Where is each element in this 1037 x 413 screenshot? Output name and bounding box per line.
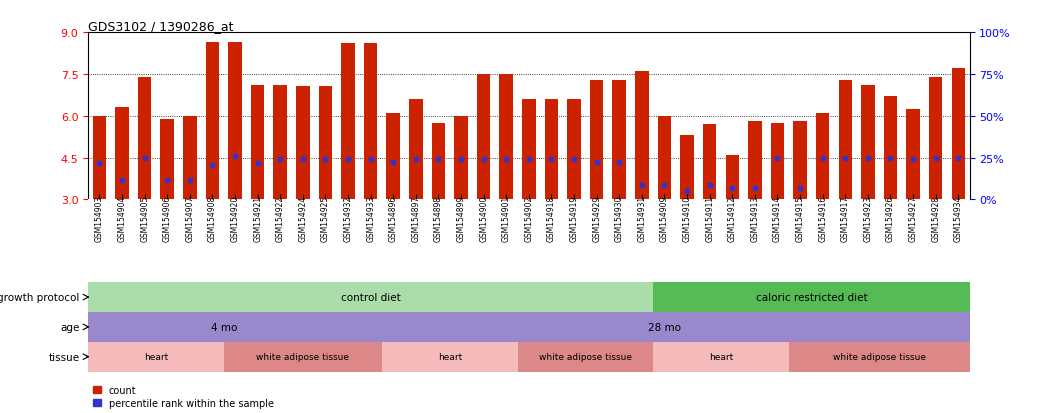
Text: growth protocol: growth protocol bbox=[0, 292, 80, 302]
Bar bbox=[748, 122, 761, 200]
Bar bbox=[115, 108, 129, 200]
Text: age: age bbox=[60, 322, 80, 332]
Bar bbox=[454, 116, 468, 200]
Bar bbox=[341, 44, 355, 200]
Text: control diet: control diet bbox=[341, 292, 400, 302]
Bar bbox=[653, 282, 970, 312]
Bar bbox=[839, 80, 852, 200]
Bar bbox=[544, 100, 558, 200]
Bar bbox=[228, 43, 242, 200]
Bar bbox=[138, 78, 151, 200]
Bar bbox=[770, 123, 784, 200]
Bar bbox=[318, 87, 332, 200]
Text: heart: heart bbox=[438, 352, 461, 361]
Bar bbox=[884, 97, 897, 200]
Text: tissue: tissue bbox=[48, 352, 80, 362]
Bar bbox=[382, 342, 517, 372]
Bar bbox=[477, 75, 491, 200]
Bar bbox=[522, 100, 536, 200]
Bar bbox=[567, 100, 581, 200]
Bar bbox=[251, 86, 264, 200]
Text: 4 mo: 4 mo bbox=[211, 322, 236, 332]
Bar bbox=[205, 43, 219, 200]
Text: white adipose tissue: white adipose tissue bbox=[833, 352, 926, 361]
Bar bbox=[703, 125, 717, 200]
Bar bbox=[184, 116, 197, 200]
Bar bbox=[224, 342, 382, 372]
Bar bbox=[274, 86, 287, 200]
Bar bbox=[364, 44, 377, 200]
Bar bbox=[635, 72, 649, 200]
Bar bbox=[680, 136, 694, 200]
Bar bbox=[657, 116, 671, 200]
Bar bbox=[88, 282, 653, 312]
Bar bbox=[517, 342, 653, 372]
Bar bbox=[431, 123, 445, 200]
Bar bbox=[387, 114, 400, 200]
Bar bbox=[360, 312, 970, 342]
Text: heart: heart bbox=[709, 352, 733, 361]
Bar bbox=[409, 100, 423, 200]
Bar bbox=[816, 114, 830, 200]
Text: caloric restricted diet: caloric restricted diet bbox=[756, 292, 867, 302]
Bar bbox=[88, 342, 224, 372]
Bar bbox=[906, 109, 920, 200]
Bar bbox=[500, 75, 513, 200]
Bar bbox=[861, 86, 874, 200]
Text: GDS3102 / 1390286_at: GDS3102 / 1390286_at bbox=[88, 20, 233, 33]
Bar bbox=[161, 119, 174, 200]
Legend: count, percentile rank within the sample: count, percentile rank within the sample bbox=[93, 385, 274, 408]
Bar bbox=[297, 87, 310, 200]
Bar bbox=[92, 116, 106, 200]
Bar bbox=[952, 69, 965, 200]
Bar bbox=[88, 312, 360, 342]
Text: white adipose tissue: white adipose tissue bbox=[256, 352, 349, 361]
Bar bbox=[726, 155, 739, 200]
Text: heart: heart bbox=[144, 352, 168, 361]
Bar bbox=[613, 80, 626, 200]
Bar bbox=[929, 78, 943, 200]
Text: 28 mo: 28 mo bbox=[648, 322, 681, 332]
Bar bbox=[789, 342, 970, 372]
Bar bbox=[590, 80, 604, 200]
Bar bbox=[793, 122, 807, 200]
Bar bbox=[653, 342, 789, 372]
Text: white adipose tissue: white adipose tissue bbox=[539, 352, 632, 361]
